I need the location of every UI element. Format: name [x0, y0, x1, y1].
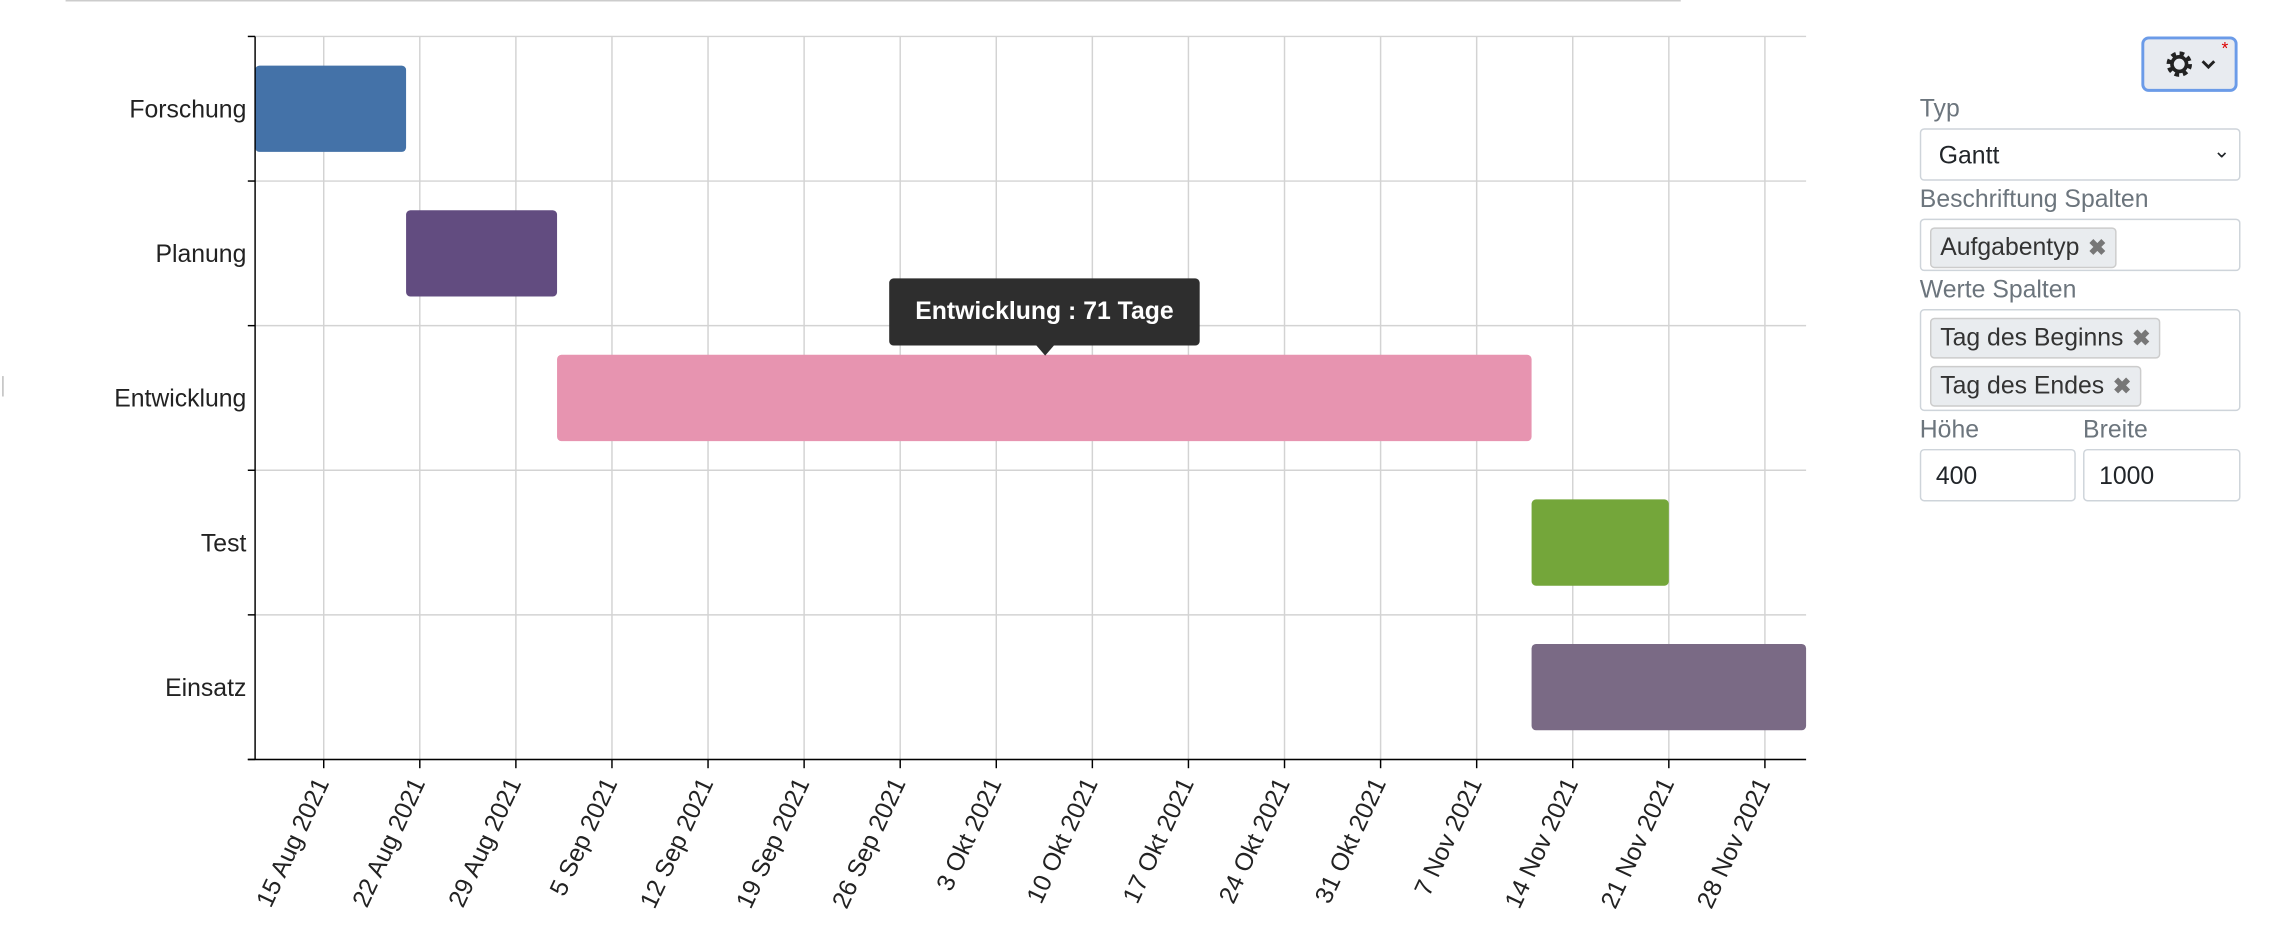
tag-text: Tag des Endes — [1940, 371, 2105, 400]
tag-remove[interactable]: ✖ — [2088, 236, 2107, 261]
tooltip: Entwicklung : 71 Tage — [889, 278, 1200, 346]
value-columns-label: Werte Spalten — [1919, 275, 2077, 304]
x-tick-label: 14 Nov 2021 — [1500, 774, 1584, 913]
labels: 15 Aug 2021 22 Aug 2021 29 Aug 2021 5 Sep 2… — [114, 35, 1776, 913]
label-columns-label: Beschriftung Spalten — [1919, 185, 2149, 213]
bar — [1531, 499, 1669, 586]
bars — [255, 65, 1807, 731]
tooltip-pointer — [1036, 345, 1054, 356]
x-tick-label: 22 Aug 2021 — [348, 774, 431, 911]
x-tick-label: 12 Sep 2021 — [635, 774, 719, 913]
label-columns[interactable]: Aufgabentyp ✖ — [1919, 218, 2241, 272]
x-tick-label: 29 Aug 2021 — [444, 774, 527, 911]
value-columns[interactable]: Tag des Beginns ✖ Tag des Endes ✖ — [1919, 309, 2241, 412]
width-input[interactable]: 1000 — [2083, 448, 2241, 502]
y-tick-label: Planung — [155, 241, 246, 268]
select-caret: ⌄ — [2213, 138, 2231, 162]
width-label: Breite — [2083, 415, 2148, 444]
x-tick-label: 28 Nov 2021 — [1692, 774, 1776, 913]
y-tick-label: Test — [201, 530, 247, 557]
column-tag[interactable]: Tag des Endes ✖ — [1929, 365, 2142, 407]
y-tick-label: Entwicklung — [114, 386, 246, 413]
x-tick-label: 26 Sep 2021 — [828, 774, 912, 913]
x-tick-label: 24 Okt 2021 — [1214, 774, 1295, 908]
x-tick-label: 7 Nov 2021 — [1410, 774, 1488, 900]
x-tick-label: 10 Okt 2021 — [1022, 774, 1103, 908]
x-tick-label: 15 Aug 2021 — [252, 774, 335, 911]
x-tick-label: 17 Okt 2021 — [1118, 774, 1199, 908]
svg-text:*: * — [2222, 39, 2229, 58]
y-tick-label: Forschung — [129, 96, 246, 123]
column-tag[interactable]: Aufgabentyp ✖ — [1929, 227, 2117, 269]
tag-remove[interactable]: ✖ — [2112, 374, 2132, 400]
x-tick-label: 19 Sep 2021 — [732, 774, 816, 913]
tag-text: Aufgabentyp — [1940, 233, 2080, 261]
settings-button[interactable]: * — [2141, 36, 2238, 92]
type-value: Gantt — [1938, 141, 2000, 170]
type-select[interactable]: Gantt ⌄ — [1919, 128, 2241, 181]
tag-text: Tag des Beginns — [1940, 323, 2124, 352]
column-tag[interactable]: Tag des Beginns ✖ — [1929, 317, 2161, 359]
height-label: Höhe — [1919, 415, 1980, 444]
bar — [557, 354, 1532, 442]
y-tick-label: Einsatz — [165, 675, 246, 702]
type-label: Typ — [1919, 94, 1960, 123]
x-tick-label: 31 Okt 2021 — [1310, 774, 1391, 908]
x-tick-label: 3 Okt 2021 — [932, 774, 1008, 895]
bar — [406, 210, 558, 297]
height-input[interactable]: 400 — [1919, 448, 2076, 502]
chart: 15 Aug 2021 22 Aug 2021 29 Aug 2021 5 Sep 2… — [2, 0, 1807, 913]
x-tick-label: 5 Sep 2021 — [545, 774, 623, 900]
settings-icon: * — [2166, 38, 2229, 77]
bar — [255, 65, 407, 152]
x-tick-label: 21 Nov 2021 — [1596, 774, 1680, 913]
tag-remove[interactable]: ✖ — [2132, 326, 2151, 352]
bar — [1531, 644, 1807, 731]
